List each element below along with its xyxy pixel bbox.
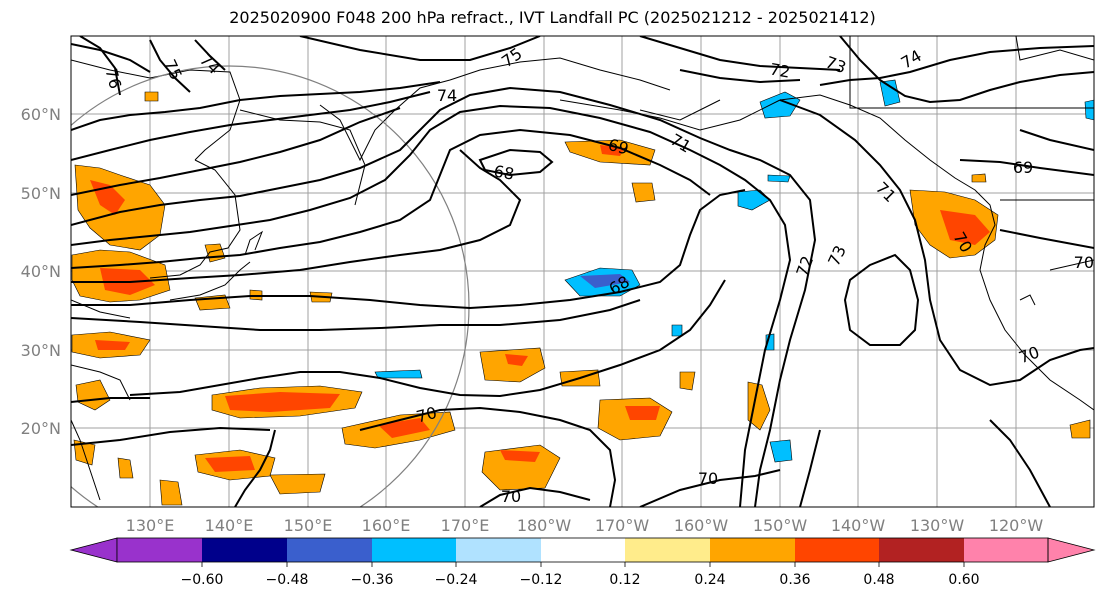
contour-label: 69 bbox=[606, 135, 631, 159]
lon-label: 170°W bbox=[595, 516, 650, 535]
lat-label: 40°N bbox=[21, 262, 61, 281]
colorbar-extend-left bbox=[69, 537, 118, 563]
contour-label: 70 bbox=[414, 403, 439, 427]
contour-label: 74 bbox=[437, 86, 457, 105]
colorbar: −0.60 −0.48 −0.36 −0.24 −0.12 0.12 0.24 … bbox=[69, 537, 1096, 588]
colorbar-segment bbox=[372, 538, 456, 562]
lon-label: 150°E bbox=[284, 516, 333, 535]
lon-label: 130°E bbox=[126, 516, 175, 535]
colorbar-tick: −0.12 bbox=[520, 572, 563, 588]
colorbar-tick: −0.48 bbox=[266, 572, 309, 588]
coastlines bbox=[71, 36, 1094, 501]
colorbar-segment bbox=[964, 538, 1048, 562]
shaded-patches bbox=[71, 79, 1094, 506]
lat-label: 20°N bbox=[21, 419, 61, 438]
lon-label: 140°W bbox=[831, 516, 886, 535]
colorbar-tick: 0.60 bbox=[948, 572, 979, 588]
contour-label: 69 bbox=[1013, 158, 1033, 177]
colorbar-tick: 0.48 bbox=[863, 572, 894, 588]
latitude-labels: 60°N 50°N 40°N 30°N 20°N bbox=[21, 105, 61, 438]
colorbar-tick: −0.24 bbox=[435, 572, 478, 588]
lat-label: 30°N bbox=[21, 341, 61, 360]
lon-label: 180°W bbox=[517, 516, 572, 535]
lon-label: 170°E bbox=[441, 516, 490, 535]
colorbar-segment bbox=[202, 538, 287, 562]
lon-label: 130°W bbox=[910, 516, 965, 535]
colorbar-tick: 0.36 bbox=[779, 572, 810, 588]
contour-label: 70 bbox=[698, 469, 718, 488]
colorbar-extend-right bbox=[1047, 537, 1096, 563]
colorbar-segment bbox=[710, 538, 795, 562]
colorbar-tick: 0.12 bbox=[609, 572, 640, 588]
colorbar-segment bbox=[287, 538, 372, 562]
contour-label: 70 bbox=[501, 487, 521, 506]
colorbar-tick: 0.24 bbox=[694, 572, 725, 588]
colorbar-tick: −0.36 bbox=[351, 572, 394, 588]
map-frame bbox=[70, 35, 1095, 508]
region-circle bbox=[71, 65, 470, 507]
map-title: 2025020900 F048 200 hPa refract., IVT La… bbox=[229, 8, 876, 27]
contour-label: 68 bbox=[492, 161, 515, 183]
longitude-labels: 130°E 140°E 150°E 160°E 170°E 180°W 170°… bbox=[126, 516, 1044, 535]
colorbar-tick: −0.60 bbox=[181, 572, 224, 588]
contour-label: 70 bbox=[1074, 253, 1094, 272]
lon-label: 140°E bbox=[205, 516, 254, 535]
colorbar-segment bbox=[795, 538, 879, 562]
colorbar-segment bbox=[541, 538, 625, 562]
colorbar-segment bbox=[625, 538, 710, 562]
lon-label: 120°W bbox=[989, 516, 1044, 535]
colorbar-segment bbox=[117, 538, 202, 562]
contour-label: 76 bbox=[102, 66, 126, 91]
lat-label: 50°N bbox=[21, 184, 61, 203]
contours bbox=[71, 36, 1094, 507]
lon-label: 150°W bbox=[753, 516, 808, 535]
lon-label: 160°E bbox=[362, 516, 411, 535]
colorbar-segment bbox=[879, 538, 964, 562]
colorbar-segment bbox=[456, 538, 541, 562]
lon-label: 160°W bbox=[674, 516, 729, 535]
contour-label: 72 bbox=[768, 59, 791, 81]
lat-label: 60°N bbox=[21, 105, 61, 124]
